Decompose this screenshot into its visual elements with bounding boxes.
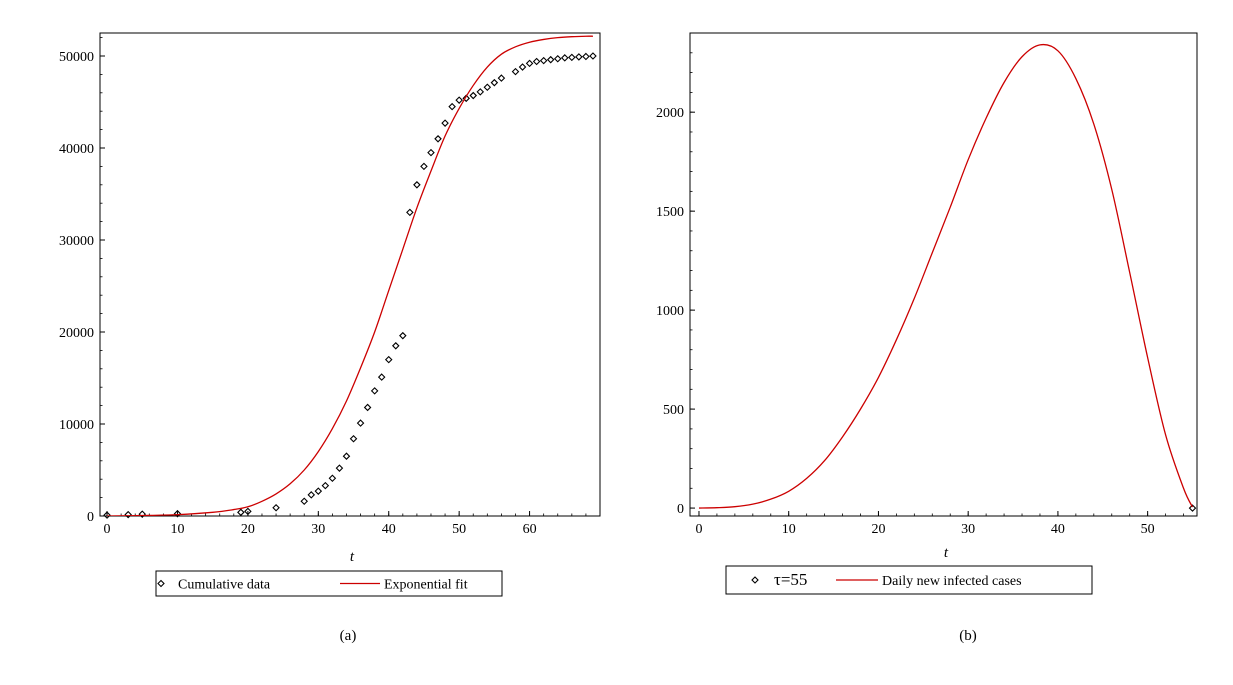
data-point (490, 78, 499, 87)
data-point (568, 53, 576, 62)
x-tick-label: 10 (782, 522, 796, 537)
data-point (575, 53, 583, 61)
data-point (420, 162, 428, 171)
data-point (314, 487, 323, 495)
data-point (476, 88, 485, 96)
data-point (300, 497, 309, 506)
x-tick-label: 0 (695, 522, 702, 537)
data-point (553, 54, 562, 63)
x-tick-label: 40 (1051, 522, 1065, 537)
data-point (377, 373, 386, 381)
data-point (511, 67, 520, 76)
data-point (391, 342, 400, 350)
x-axis-label: t (350, 549, 355, 565)
legend-label: Cumulative data (178, 578, 271, 593)
x-tick-label: 20 (241, 522, 255, 537)
data-point (441, 119, 449, 127)
data-point (413, 181, 421, 189)
panel-a-chart: 0 10 20 30 40 50 60 0 10000 20000 30000 40000 50000 t… (59, 32, 601, 597)
data-point (363, 403, 372, 412)
x-tick-label: 50 (1141, 522, 1155, 537)
y-tick-label: 40000 (59, 142, 94, 157)
data-point (497, 74, 506, 82)
data-point (518, 63, 527, 71)
data-point (399, 331, 407, 340)
data-point (483, 83, 492, 92)
data-point (384, 355, 393, 364)
data-point (406, 208, 414, 217)
legend-label: Daily new infected cases (882, 574, 1022, 589)
x-tick-label: 50 (452, 522, 466, 537)
y-tick-label: 2000 (656, 106, 684, 121)
data-point (462, 94, 470, 103)
y-tick-label: 0 (87, 510, 94, 525)
data-point (237, 508, 245, 517)
data-point (532, 57, 541, 66)
data-point (138, 510, 147, 518)
x-axis-label: t (944, 545, 949, 561)
data-point (173, 509, 182, 518)
data-point (244, 507, 252, 516)
data-point (589, 52, 597, 60)
series-line (698, 43, 1194, 509)
data-point (103, 511, 111, 519)
data-point (124, 510, 132, 519)
data-point (307, 491, 316, 499)
data-point (328, 474, 337, 483)
panel-b-label: (b) (959, 628, 977, 644)
legend-box (155, 570, 503, 597)
legend-label: Exponential fit (384, 578, 468, 593)
x-tick-label: 20 (871, 522, 885, 537)
data-point (539, 56, 548, 65)
x-tick-label: 10 (170, 522, 184, 537)
x-tick-label: 40 (382, 522, 396, 537)
data-point (448, 102, 456, 111)
data-point (525, 59, 534, 68)
y-tick-label: 10000 (59, 418, 94, 433)
y-tick-label: 0 (677, 502, 684, 517)
data-point (272, 503, 280, 512)
data-point (582, 52, 590, 61)
legend-label: τ=55 (774, 570, 807, 589)
data-point (370, 387, 379, 395)
legend-marker (751, 576, 759, 584)
legend-marker (157, 579, 165, 588)
y-tick-label: 30000 (59, 234, 94, 249)
data-point (342, 452, 351, 460)
data-point (434, 135, 442, 143)
y-tick-label: 50000 (59, 50, 94, 65)
series-line (107, 35, 593, 516)
legend-box (725, 565, 1093, 595)
data-point (469, 91, 478, 100)
x-tick-label: 60 (523, 522, 537, 537)
plot-frame (99, 32, 601, 517)
x-tick-label: 30 (961, 522, 975, 537)
plot-frame (689, 32, 1198, 517)
panel-a-label: (a) (340, 628, 357, 644)
data-point (1188, 504, 1197, 512)
y-tick-label: 1500 (656, 205, 684, 220)
data-point (427, 148, 435, 157)
data-point (356, 419, 365, 427)
y-tick-label: 1000 (656, 304, 684, 319)
data-point (335, 464, 344, 472)
data-point (455, 96, 463, 104)
data-point (349, 434, 358, 443)
data-point (321, 481, 330, 490)
x-tick-label: 0 (104, 522, 111, 537)
x-tick-label: 30 (311, 522, 325, 537)
y-tick-label: 500 (663, 403, 684, 418)
data-point (561, 54, 569, 62)
y-tick-label: 20000 (59, 326, 94, 341)
data-point (546, 55, 555, 64)
